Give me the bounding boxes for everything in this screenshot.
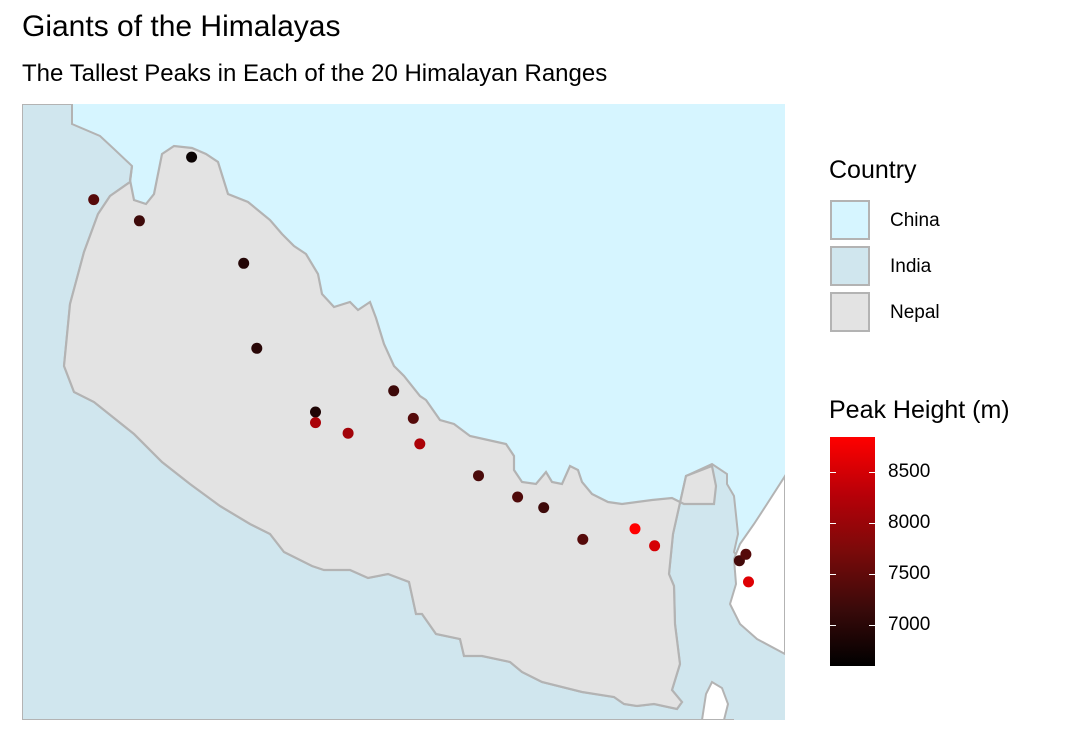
chart-subtitle: The Tallest Peaks in Each of the 20 Hima…	[22, 60, 608, 87]
country-legend-title: Country	[829, 156, 917, 184]
peak-point-6	[310, 406, 321, 418]
nepal-region	[62, 144, 718, 711]
peak-point-5	[251, 342, 263, 354]
peak-point-19	[740, 548, 752, 560]
peak-point-16	[629, 523, 641, 535]
peak-point-15	[577, 533, 589, 545]
colorbar-tick-right	[869, 471, 875, 474]
peak-point-10	[407, 412, 419, 424]
peak-point-14	[538, 502, 550, 514]
height-colorbar	[830, 437, 875, 666]
peak-point-7	[310, 417, 321, 429]
peaks-layer	[88, 151, 754, 588]
peak-point-12	[473, 470, 484, 482]
peak-point-20	[743, 576, 754, 588]
peak-point-13	[512, 491, 524, 503]
legend-label-china: China	[890, 210, 940, 231]
legend-key-china	[830, 200, 870, 240]
colorbar-tick-label: 8000	[888, 512, 931, 534]
colorbar-tick-label: 7500	[888, 563, 931, 585]
colorbar-tick-label: 7000	[888, 614, 931, 636]
legend-label-nepal: Nepal	[890, 302, 940, 323]
peak-point-9	[388, 385, 400, 397]
peak-point-4	[238, 257, 250, 269]
colorbar-tick-left	[830, 624, 836, 626]
legend-key-india	[830, 246, 870, 286]
colorbar-tick-label: 8500	[888, 461, 931, 483]
peak-point-3	[186, 151, 198, 163]
colorbar-tick-left	[830, 471, 836, 474]
nepal-map	[22, 104, 785, 720]
legend-key-nepal	[830, 292, 870, 332]
peak-point-8	[342, 427, 354, 439]
height-legend-title: Peak Height (m)	[829, 396, 1010, 424]
white-sea-east	[728, 474, 785, 656]
legend-label-india: India	[890, 256, 932, 277]
peak-point-11	[414, 438, 426, 450]
peak-point-1	[88, 194, 100, 206]
colorbar-tick-left	[830, 522, 836, 525]
white-sea-south	[700, 680, 730, 720]
chart-title: Giants of the Himalayas	[22, 10, 341, 43]
colorbar-tick-right	[869, 624, 875, 626]
colorbar-tick-left	[830, 573, 836, 576]
colorbar-tick-right	[869, 573, 875, 576]
peak-point-2	[133, 215, 145, 227]
colorbar-tick-right	[869, 522, 875, 525]
peak-point-17	[649, 540, 661, 552]
